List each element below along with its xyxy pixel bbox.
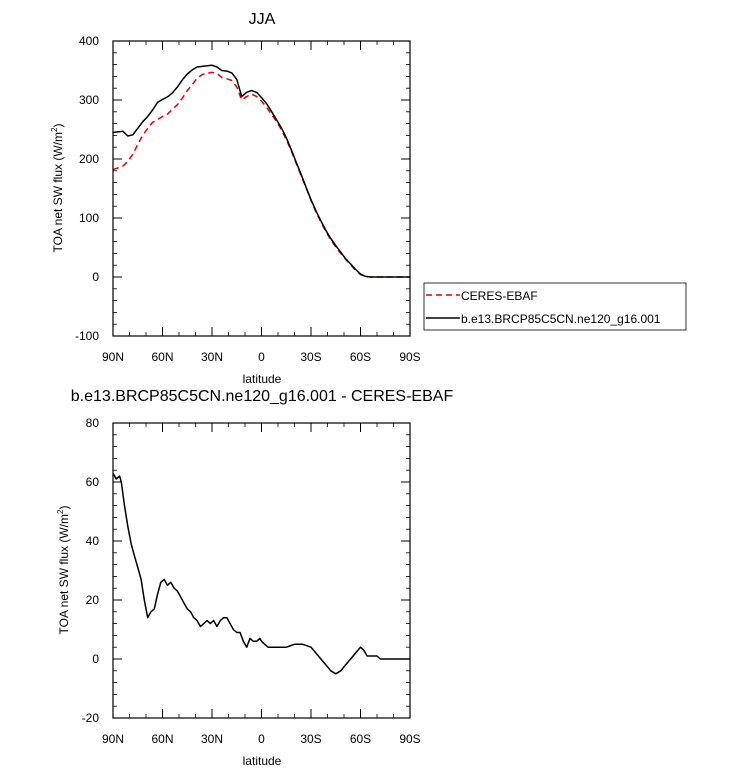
- y-tick-label: 40: [86, 534, 100, 548]
- bottom-y-label-close: ): [57, 506, 71, 510]
- top-panel-title: JJA: [249, 11, 276, 28]
- x-tick-label: 60N: [151, 350, 173, 364]
- bottom-panel-frame: [112, 422, 411, 719]
- bottom-panel: b.e13.BRCP85C5CN.ne120_g16.001 - CERES-E…: [56, 388, 453, 768]
- x-tick-label: 30N: [201, 350, 223, 364]
- bottom-panel-ticks: [112, 422, 411, 719]
- y-tick-label: 0: [92, 270, 99, 284]
- series-line-difference: [112, 472, 410, 675]
- y-tick-label: 80: [86, 416, 100, 430]
- x-tick-label: 90N: [102, 732, 124, 746]
- top-panel-x-axis-label: latitude: [243, 372, 282, 386]
- top-panel-frame: [112, 40, 411, 337]
- x-tick-label: 90S: [399, 732, 420, 746]
- x-tick-label: 30N: [201, 732, 223, 746]
- x-tick-label: 30S: [300, 350, 321, 364]
- bottom-panel-series: [112, 472, 410, 675]
- legend-label-model: b.e13.BRCP85C5CN.ne120_g16.001: [461, 312, 661, 326]
- y-tick-label: 20: [86, 593, 100, 607]
- x-tick-label: 90N: [102, 350, 124, 364]
- x-tick-label: 0: [258, 350, 265, 364]
- x-tick-label: 90S: [399, 350, 420, 364]
- bottom-panel-y-axis-label: TOA net SW flux (W/m2): [56, 506, 71, 635]
- legend: CERES-EBAF b.e13.BRCP85C5CN.ne120_g16.00…: [423, 282, 687, 331]
- x-tick-label: 60S: [350, 350, 371, 364]
- y-tick-label: 60: [86, 475, 100, 489]
- y-tick-label: 400: [79, 34, 99, 48]
- y-tick-label: -20: [82, 711, 100, 725]
- top-panel-y-axis-label: TOA net SW flux (W/m2): [50, 124, 65, 253]
- bottom-y-label-sup: 2: [56, 509, 65, 514]
- x-tick-label: 60S: [350, 732, 371, 746]
- x-tick-label: 60N: [151, 732, 173, 746]
- y-tick-label: -100: [75, 329, 99, 343]
- top-panel-ticks: [112, 40, 411, 337]
- bottom-panel-title: b.e13.BRCP85C5CN.ne120_g16.001 - CERES-E…: [71, 388, 454, 405]
- top-y-label-sup: 2: [50, 127, 59, 132]
- x-tick-label: 0: [258, 732, 265, 746]
- series-line-b-e13-brcp85c5cn-ne120-g16-001: [112, 64, 410, 278]
- x-tick-label: 30S: [300, 732, 321, 746]
- top-y-label-close: ): [51, 124, 65, 128]
- bottom-panel-x-axis-label: latitude: [243, 754, 282, 768]
- y-tick-label: 200: [79, 152, 99, 166]
- y-tick-label: 100: [79, 211, 99, 225]
- legend-box: [423, 282, 687, 331]
- top-y-label-text: TOA net SW flux (W/m: [51, 132, 65, 252]
- top-panel-x-tick-labels: 90N 60N 30N 0 30S 60S 90S: [102, 350, 421, 364]
- legend-label-ceres-ebaf: CERES-EBAF: [461, 289, 538, 303]
- top-panel-y-tick-labels: 400 300 200 100 0 -100: [75, 34, 99, 343]
- bottom-panel-y-tick-labels: 80 60 40 20 0 -20: [82, 416, 100, 725]
- y-tick-label: 0: [92, 652, 99, 666]
- bottom-panel-x-tick-labels: 90N 60N 30N 0 30S 60S 90S: [102, 732, 421, 746]
- top-panel-series: [112, 64, 410, 278]
- y-tick-label: 300: [79, 93, 99, 107]
- bottom-y-label-text: TOA net SW flux (W/m: [57, 514, 71, 634]
